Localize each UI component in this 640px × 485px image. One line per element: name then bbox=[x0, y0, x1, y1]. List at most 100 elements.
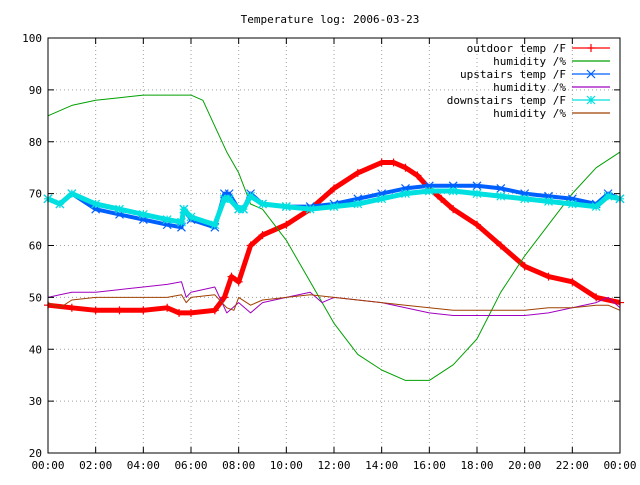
data-point bbox=[67, 303, 76, 312]
data-point bbox=[472, 189, 482, 199]
data-point bbox=[544, 272, 553, 281]
data-point bbox=[448, 186, 458, 196]
x-tick-label: 06:00 bbox=[174, 459, 207, 472]
legend-entry: downstairs temp /F bbox=[447, 94, 610, 107]
data-point bbox=[496, 241, 505, 250]
legend-marker bbox=[587, 44, 595, 52]
data-point bbox=[567, 199, 577, 209]
data-point bbox=[592, 293, 601, 302]
data-point bbox=[281, 202, 291, 212]
legend-marker bbox=[586, 95, 596, 105]
data-point bbox=[496, 184, 506, 193]
legend-label: upstairs temp /F bbox=[460, 68, 566, 81]
series-layer bbox=[43, 94, 625, 381]
data-point bbox=[413, 171, 422, 180]
series-0 bbox=[44, 158, 624, 317]
data-point bbox=[55, 199, 65, 209]
x-tick-label: 10:00 bbox=[270, 459, 303, 472]
x-tick-label: 00:00 bbox=[603, 459, 636, 472]
chart-title: Temperature log: 2006-03-23 bbox=[241, 13, 420, 26]
data-point bbox=[401, 163, 410, 172]
data-point bbox=[603, 191, 613, 201]
data-point bbox=[186, 212, 196, 222]
data-point bbox=[139, 306, 148, 315]
x-tick-label: 12:00 bbox=[317, 459, 350, 472]
y-tick-label: 60 bbox=[29, 240, 42, 253]
x-tick-label: 22:00 bbox=[556, 459, 589, 472]
legend-label: outdoor temp /F bbox=[467, 42, 566, 55]
data-point bbox=[473, 220, 481, 229]
legend-label: humidity /% bbox=[493, 107, 566, 120]
data-point bbox=[234, 277, 243, 286]
data-point bbox=[496, 191, 506, 201]
data-point bbox=[115, 306, 124, 315]
x-tick-label: 18:00 bbox=[460, 459, 493, 472]
data-point bbox=[162, 215, 172, 224]
data-point bbox=[424, 186, 434, 196]
x-tick-label: 20:00 bbox=[508, 459, 541, 472]
data-point bbox=[187, 308, 195, 317]
plot-frame bbox=[47, 37, 621, 454]
x-tick-label: 08:00 bbox=[222, 459, 255, 472]
data-point bbox=[377, 158, 386, 167]
series-line bbox=[47, 94, 621, 381]
legend-label: humidity /% bbox=[493, 55, 566, 68]
data-point bbox=[227, 272, 236, 281]
legend-entry: humidity /% bbox=[493, 55, 610, 68]
data-point bbox=[282, 220, 291, 229]
data-point bbox=[305, 204, 315, 214]
data-point bbox=[520, 262, 529, 271]
data-point bbox=[591, 202, 601, 212]
data-point bbox=[138, 209, 148, 219]
axis-layer: 20 30 40 50 60 70 80 90 100 00:00 02:00 04:00 06:00 0… bbox=[22, 32, 636, 472]
data-point bbox=[91, 306, 100, 315]
x-tick-label: 14:00 bbox=[365, 459, 398, 472]
data-point bbox=[520, 194, 530, 204]
data-point bbox=[163, 303, 172, 312]
data-point bbox=[210, 306, 219, 315]
data-point bbox=[258, 231, 267, 240]
y-tick-label: 80 bbox=[29, 136, 42, 149]
data-point bbox=[401, 189, 410, 199]
data-point bbox=[568, 277, 577, 286]
legend-entry: outdoor temp /F bbox=[467, 42, 610, 55]
data-point bbox=[224, 194, 234, 204]
data-point bbox=[353, 168, 362, 177]
data-point bbox=[329, 202, 339, 212]
series-line bbox=[47, 281, 621, 316]
legend-label: downstairs temp /F bbox=[447, 94, 566, 107]
data-point bbox=[91, 199, 101, 209]
data-point bbox=[377, 194, 387, 204]
legend-entry: humidity /% bbox=[493, 107, 610, 120]
y-tick-label: 70 bbox=[29, 188, 42, 201]
y-tick-label: 20 bbox=[29, 447, 42, 460]
data-point bbox=[258, 199, 267, 209]
data-point bbox=[472, 181, 482, 191]
legend-marker bbox=[586, 69, 596, 79]
series-5 bbox=[47, 294, 621, 311]
y-tick-label: 100 bbox=[22, 32, 42, 45]
data-point bbox=[239, 204, 248, 214]
data-point bbox=[330, 184, 338, 193]
data-point bbox=[389, 158, 398, 167]
y-tick-label: 50 bbox=[29, 291, 42, 304]
data-point bbox=[179, 204, 189, 214]
data-point bbox=[67, 189, 77, 199]
data-point bbox=[353, 199, 363, 209]
series-line bbox=[47, 160, 621, 316]
legend-label: humidity /% bbox=[493, 81, 566, 94]
data-point bbox=[210, 220, 220, 230]
x-tick-label: 04:00 bbox=[127, 459, 160, 472]
data-point bbox=[220, 293, 229, 302]
data-point bbox=[246, 191, 256, 201]
data-point bbox=[246, 241, 255, 250]
series-line bbox=[47, 294, 621, 311]
legend-entry: upstairs temp /F bbox=[460, 68, 610, 81]
data-point bbox=[437, 194, 446, 203]
data-point bbox=[175, 308, 184, 317]
data-point bbox=[449, 205, 458, 214]
legend-entry: humidity /% bbox=[493, 81, 610, 94]
